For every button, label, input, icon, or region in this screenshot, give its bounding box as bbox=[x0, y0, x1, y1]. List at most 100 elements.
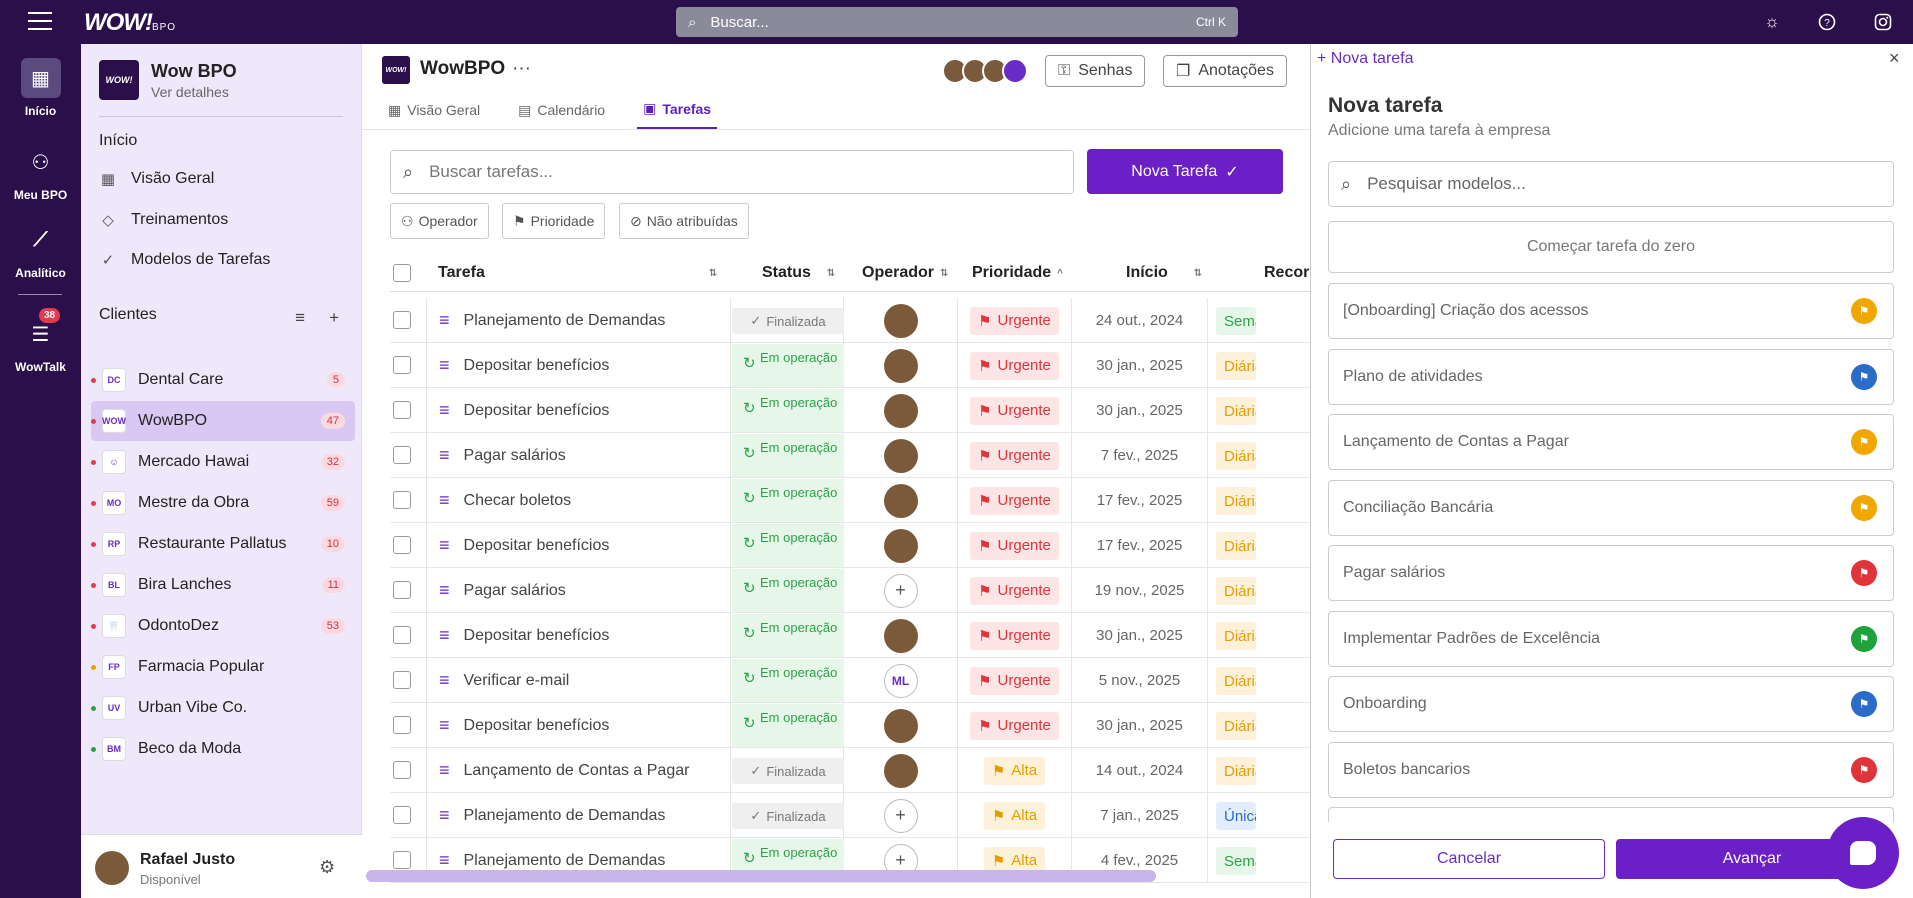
priority-badge[interactable]: ⚑ Urgente bbox=[970, 441, 1059, 470]
table-row[interactable]: ≡ Depositar benefícios ↻ Em operação ⚑ Urgent… bbox=[390, 703, 1310, 748]
avatar[interactable] bbox=[883, 303, 918, 338]
table-row[interactable]: ≡ Depositar benefícios ↻ Em operação ⚑ Urgent… bbox=[390, 523, 1310, 568]
task-name[interactable]: ≡ Planejamento de Demandas bbox=[426, 838, 665, 883]
row-checkbox[interactable] bbox=[393, 356, 411, 374]
table-row[interactable]: ≡ Pagar salários ↻ Em operação ⚑ Urgente 7 fev… bbox=[390, 433, 1310, 478]
column-tarefa[interactable]: Tarefa ⇅ bbox=[438, 264, 718, 281]
more-options-icon[interactable]: ··· bbox=[512, 58, 531, 79]
priority-badge[interactable]: ⚑ Urgente bbox=[970, 351, 1059, 380]
template-item[interactable]: Onboarding ⚑ bbox=[1328, 676, 1894, 732]
template-item[interactable]: Implementar Padrões de Excelência ⚑ bbox=[1328, 610, 1894, 667]
row-checkbox[interactable] bbox=[393, 536, 411, 554]
table-row[interactable]: ≡ Planejamento de Demandas ✓ Finalizada + ⚑ Al… bbox=[390, 793, 1310, 838]
template-item[interactable]: Lançamento de Contas a Pagar ⚑ bbox=[1328, 414, 1894, 470]
client-item[interactable]: DC Dental Care 5 bbox=[91, 360, 355, 400]
client-item[interactable]: FP Farmacia Popular bbox=[91, 647, 355, 687]
chat-widget-button[interactable] bbox=[1827, 817, 1899, 889]
client-item[interactable]: BL Bira Lanches 11 bbox=[91, 565, 355, 605]
task-name[interactable]: ≡ Depositar benefícios bbox=[426, 343, 609, 388]
sun-icon[interactable]: ☼ bbox=[1764, 12, 1780, 31]
task-name[interactable]: ≡ Depositar benefícios bbox=[426, 613, 609, 658]
priority-badge[interactable]: ⚑ Urgente bbox=[970, 666, 1059, 695]
company-details-link[interactable]: Ver detalhes bbox=[151, 83, 229, 100]
client-item[interactable]: 🦷 OdontoDez 53 bbox=[91, 606, 355, 646]
select-all-checkbox[interactable] bbox=[393, 264, 411, 282]
avatar[interactable] bbox=[883, 348, 918, 383]
avatar[interactable] bbox=[95, 851, 129, 885]
row-checkbox[interactable] bbox=[393, 491, 411, 509]
new-task-button[interactable]: Nova Tarefa ✓ bbox=[1087, 149, 1283, 194]
client-item[interactable]: ☺ Mercado Hawai 32 bbox=[91, 442, 355, 482]
row-checkbox[interactable] bbox=[393, 806, 411, 824]
template-item[interactable] bbox=[1328, 807, 1894, 827]
task-search-input[interactable]: ⌕ Buscar tarefas... bbox=[390, 150, 1074, 194]
task-name[interactable]: ≡ Depositar benefícios bbox=[426, 703, 609, 748]
sidebar-item-treinamentos[interactable]: ◇ Treinamentos bbox=[99, 211, 228, 229]
template-item[interactable]: Pagar salários ⚑ bbox=[1328, 545, 1894, 601]
avatar[interactable] bbox=[883, 618, 918, 653]
avatar[interactable] bbox=[883, 393, 918, 428]
table-row[interactable]: ≡ Depositar benefícios ↻ Em operação ⚑ Urgent… bbox=[390, 343, 1310, 388]
senhas-button[interactable]: ⚿ Senhas bbox=[1045, 55, 1146, 87]
task-name[interactable]: ≡ Pagar salários bbox=[426, 568, 566, 613]
rail-item-wowtalk[interactable]: ☰ 38 WowTalk bbox=[15, 308, 66, 374]
priority-badge[interactable]: ⚑ Urgente bbox=[970, 711, 1059, 740]
client-item[interactable]: MO Mestre da Obra 59 bbox=[91, 483, 355, 523]
task-name[interactable]: ≡ Planejamento de Demandas bbox=[426, 793, 665, 838]
row-checkbox[interactable] bbox=[393, 401, 411, 419]
row-checkbox[interactable] bbox=[393, 716, 411, 734]
row-checkbox[interactable] bbox=[393, 446, 411, 464]
avatar[interactable] bbox=[883, 708, 918, 743]
table-row[interactable]: ≡ Depositar benefícios ↻ Em operação ⚑ Urgent… bbox=[390, 388, 1310, 433]
tab-visao-geral[interactable]: ▦ Visão Geral bbox=[388, 101, 481, 119]
app-logo[interactable]: WOW!BPO bbox=[84, 9, 177, 36]
priority-badge[interactable]: ⚑ Alta bbox=[983, 846, 1046, 875]
avatar[interactable] bbox=[883, 483, 918, 518]
table-row[interactable]: ≡ Depositar benefícios ↻ Em operação ⚑ Urgent… bbox=[390, 613, 1310, 658]
table-row[interactable]: ≡ Lançamento de Contas a Pagar ✓ Finalizada… bbox=[390, 748, 1310, 793]
sidebar-item-visao-geral[interactable]: ▦ Visão Geral bbox=[100, 170, 215, 188]
column-prioridade[interactable]: Prioridade ^ bbox=[972, 264, 1063, 281]
sort-icon[interactable]: ≡ bbox=[295, 308, 306, 327]
column-inicio[interactable]: Início ⇅ bbox=[1126, 264, 1203, 281]
row-checkbox[interactable] bbox=[393, 671, 411, 689]
rail-item-analitico[interactable]: ⟋ Analítico bbox=[0, 220, 81, 281]
client-item[interactable]: BM Beco da Moda bbox=[91, 729, 355, 769]
horizontal-scrollbar[interactable] bbox=[366, 870, 1156, 882]
client-item[interactable]: UV Urban Vibe Co. bbox=[91, 688, 355, 728]
priority-badge[interactable]: ⚑ Urgente bbox=[970, 306, 1059, 335]
client-item[interactable]: WOW WowBPO 47 bbox=[91, 401, 355, 441]
priority-badge[interactable]: ⚑ Urgente bbox=[970, 621, 1059, 650]
template-item[interactable]: Plano de atividades ⚑ bbox=[1328, 348, 1894, 405]
table-row[interactable]: ≡ Verificar e-mail ↻ Em operação ML ⚑ Urgente 5… bbox=[390, 658, 1310, 703]
cancel-button[interactable]: Cancelar bbox=[1333, 839, 1605, 879]
start-from-scratch-button[interactable]: Começar tarefa do zero bbox=[1328, 221, 1894, 273]
tab-calendario[interactable]: ▤ Calendário bbox=[518, 101, 606, 119]
row-checkbox[interactable] bbox=[393, 626, 411, 644]
template-search-input[interactable]: ⌕ Pesquisar modelos... bbox=[1328, 161, 1894, 207]
task-name[interactable]: ≡ Depositar benefícios bbox=[426, 523, 609, 568]
assign-operator-button[interactable]: + bbox=[883, 573, 918, 608]
assign-operator-button[interactable]: + bbox=[883, 798, 918, 833]
close-icon[interactable]: × bbox=[1889, 48, 1900, 68]
global-search-input[interactable]: ⌕ Buscar... Ctrl K bbox=[676, 7, 1238, 37]
row-checkbox[interactable] bbox=[393, 851, 411, 869]
task-name[interactable]: ≡ Verificar e-mail bbox=[426, 658, 569, 703]
task-name[interactable]: ≡ Planejamento de Demandas bbox=[426, 298, 665, 343]
priority-badge[interactable]: ⚑ Urgente bbox=[970, 486, 1059, 515]
company-header[interactable]: WOW! Wow BPO Ver detalhes bbox=[99, 60, 237, 100]
task-name[interactable]: ≡ Lançamento de Contas a Pagar bbox=[426, 748, 689, 793]
row-checkbox[interactable] bbox=[393, 761, 411, 779]
sidebar-item-modelos[interactable]: ✓ Modelos de Tarefas bbox=[99, 251, 271, 269]
table-row[interactable]: ≡ Planejamento de Demandas ✓ Finalizada ⚑ Urg… bbox=[390, 298, 1310, 343]
avatar[interactable]: ML bbox=[883, 663, 918, 698]
priority-badge[interactable]: ⚑ Alta bbox=[983, 801, 1046, 830]
table-row[interactable]: ≡ Pagar salários ↻ Em operação + ⚑ Urgente 19 n… bbox=[390, 568, 1310, 613]
avatar[interactable] bbox=[883, 753, 918, 788]
instagram-icon[interactable] bbox=[1873, 12, 1893, 32]
task-name[interactable]: ≡ Checar boletos bbox=[426, 478, 571, 523]
filter-nao-atribuidas[interactable]: ⊘ Não atribuídas bbox=[619, 203, 749, 239]
column-operador[interactable]: Operador ⇅ bbox=[862, 264, 949, 281]
priority-badge[interactable]: ⚑ Urgente bbox=[970, 576, 1059, 605]
add-client-icon[interactable]: + bbox=[329, 308, 339, 327]
